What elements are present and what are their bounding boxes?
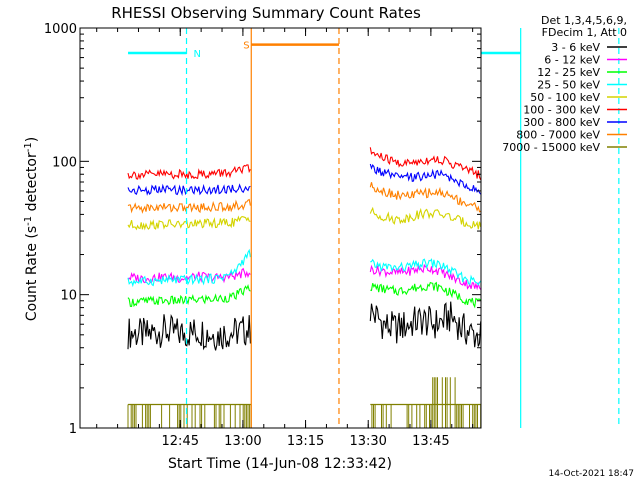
y-axis-label-suffix: )	[24, 137, 40, 142]
series-line	[369, 147, 482, 181]
annotation-label: S	[243, 41, 249, 52]
footer-timestamp: 14-Oct-2021 18:47	[549, 469, 634, 479]
series-line	[369, 301, 482, 348]
legend-label: 50 - 100 keV	[530, 91, 600, 104]
x-tick-label: 13:15	[287, 434, 324, 449]
series-line	[369, 206, 482, 230]
data-layer	[127, 147, 482, 428]
y-tick-label: 10	[60, 289, 77, 304]
y-tick-label: 100	[52, 155, 77, 170]
legend-label: 800 - 7000 keV	[516, 129, 600, 142]
series-line	[127, 215, 251, 231]
series-line	[369, 182, 481, 213]
series-line	[127, 164, 251, 180]
legend-label: 300 - 800 keV	[523, 116, 600, 129]
y-tick-label: 1000	[44, 22, 77, 37]
y-axis-label-exp1: -1	[23, 216, 34, 226]
y-axis-label-prefix: Count Rate (s	[24, 226, 40, 321]
series-line	[127, 198, 251, 214]
series-line	[369, 263, 482, 291]
legend-header: Det 1,3,4,5,6,9,	[541, 14, 627, 27]
series-line	[370, 281, 482, 309]
series-line	[371, 377, 482, 428]
series-line	[127, 248, 251, 288]
legend-label: 12 - 25 keV	[537, 66, 600, 79]
annotation-layer: NS	[128, 28, 620, 428]
axes-layer: 12:45 13:00 13:15 13:30 13:45 1 10 100 1000	[44, 22, 481, 449]
x-tick-label: 12:45	[162, 434, 199, 449]
x-tick-label: 13:00	[224, 434, 261, 449]
y-axis-label-middle: detector	[24, 152, 40, 216]
y-axis-label-exp2: -1	[23, 142, 34, 152]
series-line	[369, 163, 482, 195]
series-line	[127, 183, 251, 197]
series-line	[127, 404, 252, 428]
chart-title: RHESSI Observing Summary Count Rates	[111, 4, 421, 22]
legend-label: 100 - 300 keV	[523, 104, 600, 117]
x-tick-label: 13:45	[412, 434, 449, 449]
legend-label: 7000 - 15000 keV	[502, 141, 600, 154]
y-axis-label: Count Rate (s-1 detector-1)	[23, 137, 40, 321]
series-line	[370, 258, 482, 286]
legend: Det 1,3,4,5,6,9,FDecim 1, Att 0 3 - 6 keV…	[502, 14, 627, 154]
legend-label: 25 - 50 keV	[537, 79, 600, 92]
series-line	[127, 283, 251, 308]
plot-frame	[79, 27, 482, 429]
legend-label: 3 - 6 keV	[551, 41, 600, 54]
y-tick-label: 1	[69, 422, 77, 437]
series-line	[127, 267, 251, 284]
annotation-label: N	[194, 49, 201, 60]
legend-label: 6 - 12 keV	[544, 54, 600, 67]
series-line	[127, 313, 251, 351]
x-axis-label: Start Time (14-Jun-08 12:33:42)	[168, 456, 392, 472]
legend-header: FDecim 1, Att 0	[542, 26, 627, 39]
x-tick-label: 13:30	[349, 434, 386, 449]
